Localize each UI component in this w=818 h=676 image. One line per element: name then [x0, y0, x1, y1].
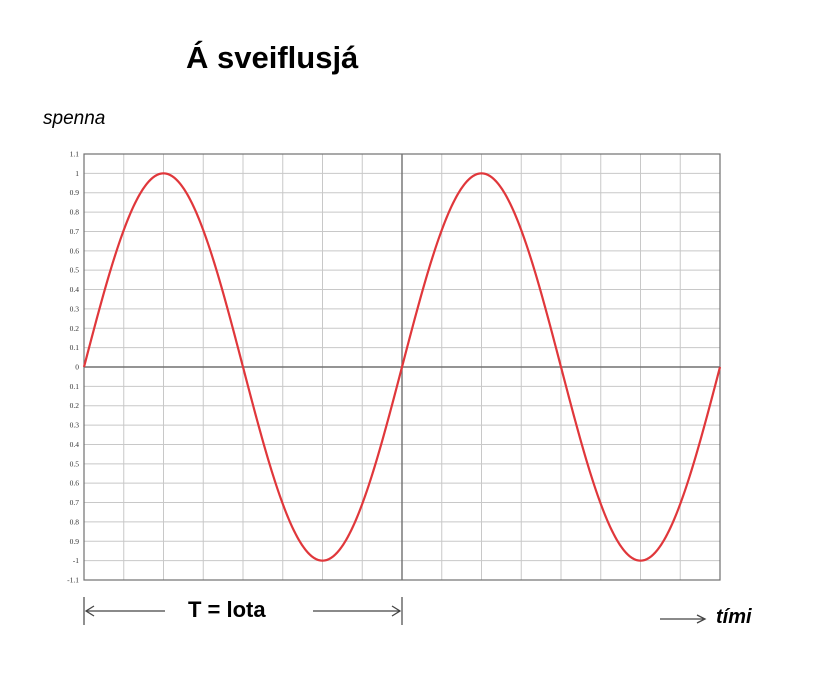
- y-tick-label: 0.6: [70, 246, 80, 255]
- period-arrow: [83, 597, 403, 625]
- y-tick-label: 0.2: [70, 401, 80, 410]
- chart-title: Á sveiflusjá: [186, 40, 359, 75]
- y-tick-label: 0.5: [70, 266, 80, 275]
- y-tick-labels: 1.1 1 0.9 0.8 0.7 0.6 0.5 0.4 0.3 0.2 0.1 0 0.1 0.2 0.…: [67, 150, 79, 585]
- period-left-arrowhead: [84, 605, 95, 617]
- y-tick-label: 0: [75, 363, 79, 372]
- y-tick-label: 0.2: [70, 324, 80, 333]
- y-tick-label: 0.1: [70, 343, 80, 352]
- time-arrow: [660, 614, 707, 624]
- y-axis-title: spenna: [43, 108, 106, 129]
- y-tick-label: 0.7: [70, 498, 80, 507]
- time-arrowhead: [696, 614, 707, 624]
- y-tick-label: 1: [75, 169, 79, 178]
- y-tick-label: 0.6: [70, 479, 80, 488]
- period-label: T = lota: [188, 597, 266, 622]
- y-tick-label: 0.3: [70, 304, 80, 313]
- y-tick-label: 0.4: [70, 285, 80, 294]
- x-axis-title: tími: [716, 606, 752, 628]
- y-tick-label: 0.5: [70, 459, 80, 468]
- sine-wave-line: [82, 172, 722, 562]
- y-tick-label: 1.1: [70, 150, 80, 159]
- y-tick-label: -1: [73, 556, 79, 565]
- period-right-arrowhead: [391, 605, 402, 617]
- y-tick-label: 0.4: [70, 440, 80, 449]
- y-tick-label: 0.1: [70, 382, 80, 391]
- y-tick-label: 0.7: [70, 227, 80, 236]
- y-tick-label: 0.8: [70, 517, 80, 526]
- y-tick-label: -1.1: [67, 576, 79, 585]
- y-tick-label: 0.9: [70, 537, 80, 546]
- y-tick-label: 0.3: [70, 421, 80, 430]
- y-tick-label: 0.8: [70, 208, 80, 217]
- y-tick-label: 0.9: [70, 188, 80, 197]
